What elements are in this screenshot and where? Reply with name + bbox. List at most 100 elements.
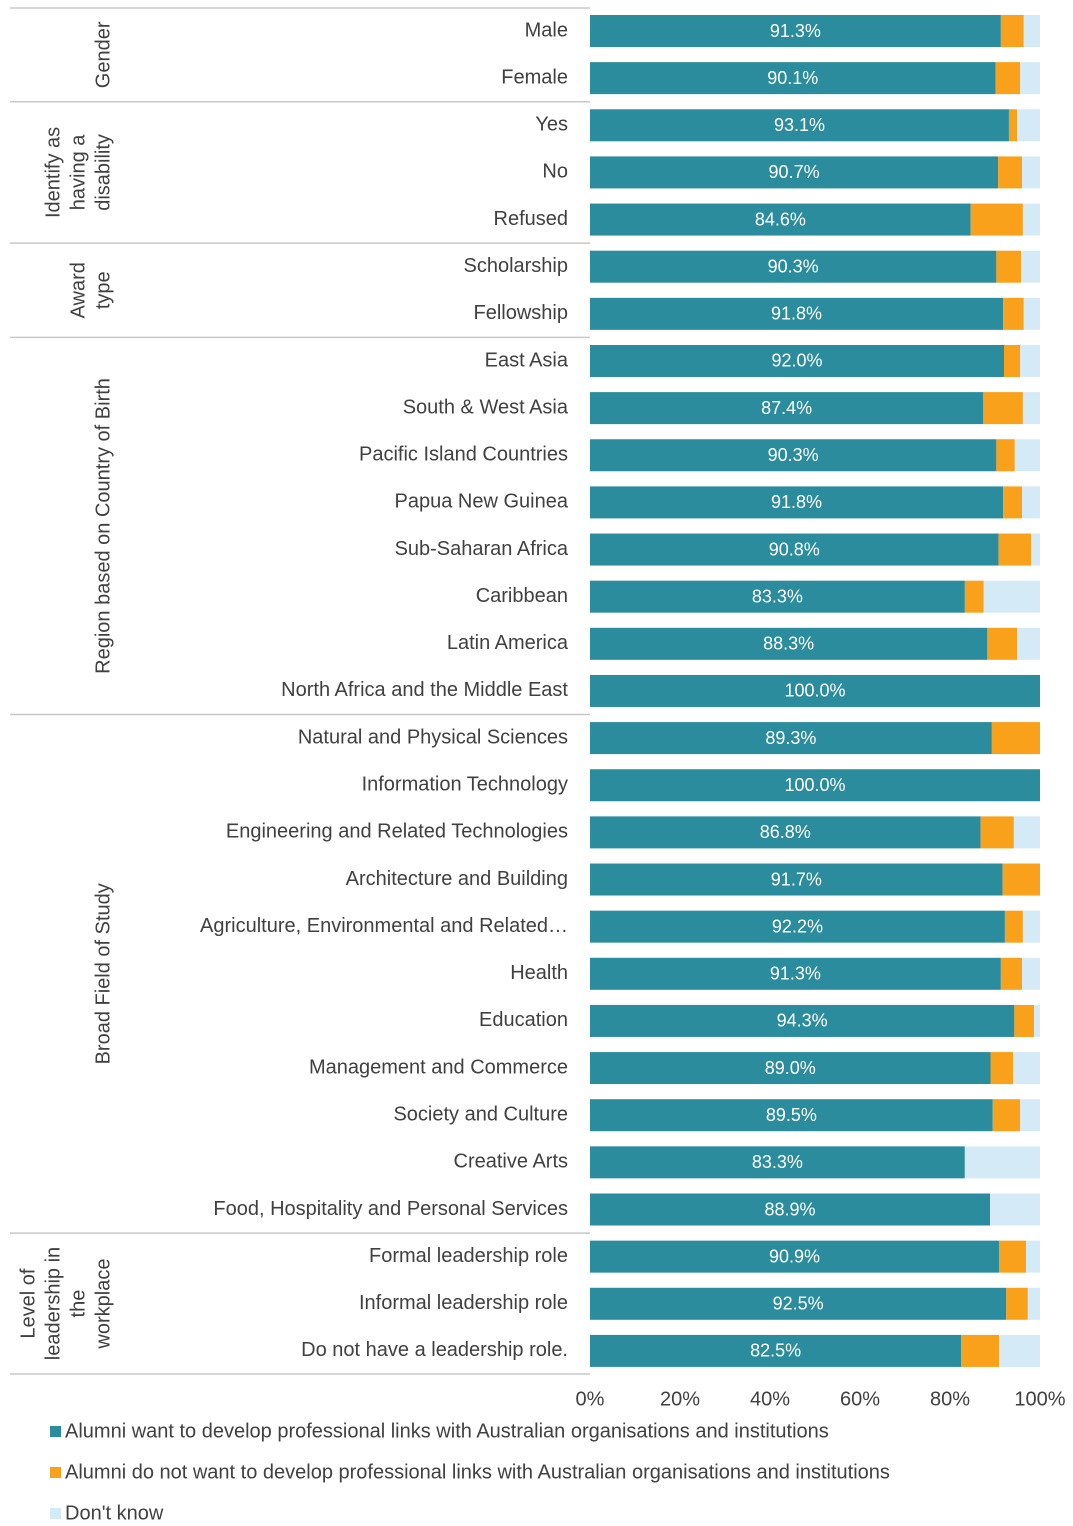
bar-segment bbox=[590, 674, 1040, 707]
category-label: Agriculture, Environmental and Related… bbox=[200, 915, 568, 937]
value-label: 83.3% bbox=[752, 1152, 803, 1172]
group-label: the bbox=[67, 1290, 89, 1318]
value-label: 90.9% bbox=[769, 1246, 820, 1266]
value-label: 90.8% bbox=[769, 539, 820, 559]
bar-segment bbox=[980, 816, 1014, 849]
bar-segment bbox=[996, 250, 1022, 283]
category-label: Architecture and Building bbox=[346, 868, 568, 890]
category-label: Male bbox=[525, 19, 568, 41]
bar-segment bbox=[590, 486, 1004, 519]
group-label: disability bbox=[92, 134, 114, 211]
legend-swatch bbox=[50, 1426, 61, 1437]
bar-segment bbox=[590, 816, 981, 849]
bar-segment bbox=[590, 297, 1004, 330]
value-label: 92.5% bbox=[773, 1294, 824, 1314]
value-label: 91.8% bbox=[771, 492, 822, 512]
bar-segment bbox=[999, 1240, 1027, 1273]
legend-label: Alumni do not want to develop profession… bbox=[65, 1461, 890, 1483]
bar-segment bbox=[1014, 439, 1040, 472]
bar-segment bbox=[983, 580, 1040, 613]
value-label: 89.5% bbox=[766, 1105, 817, 1125]
group-label: workplace bbox=[92, 1259, 114, 1350]
bar-segment bbox=[590, 344, 1004, 377]
bar-segment bbox=[1023, 15, 1040, 47]
bar-segment bbox=[590, 1193, 991, 1226]
bar-segment bbox=[1003, 297, 1024, 330]
category-label: East Asia bbox=[485, 349, 569, 371]
category-label: Informal leadership role bbox=[359, 1292, 568, 1314]
bar-segment bbox=[992, 1099, 1021, 1132]
bar-segment bbox=[1022, 957, 1040, 990]
x-tick-label: 80% bbox=[930, 1388, 970, 1410]
bar-segment bbox=[590, 722, 992, 755]
bar-segment bbox=[1020, 344, 1040, 377]
bar-segment bbox=[964, 580, 984, 613]
bar-segment bbox=[1008, 109, 1018, 142]
value-label: 89.0% bbox=[765, 1058, 816, 1078]
bar-segment bbox=[590, 439, 997, 472]
bar-segment bbox=[990, 1193, 1040, 1226]
value-label: 100.0% bbox=[784, 681, 845, 701]
bar-segment bbox=[996, 439, 1015, 472]
bar-segment bbox=[983, 392, 1023, 425]
value-label: 86.8% bbox=[760, 822, 811, 842]
category-label: Latin America bbox=[447, 632, 569, 654]
value-label: 89.3% bbox=[765, 728, 816, 748]
bar-segment bbox=[590, 1334, 962, 1367]
value-label: 93.1% bbox=[774, 115, 825, 135]
category-label: Caribbean bbox=[476, 585, 568, 607]
bar-segment bbox=[964, 1146, 1040, 1179]
category-label: Society and Culture bbox=[393, 1104, 568, 1126]
group-label: Region based on Country of Birth bbox=[92, 378, 114, 674]
value-label: 91.7% bbox=[771, 869, 822, 889]
category-label: Food, Hospitality and Personal Services bbox=[213, 1198, 568, 1220]
category-label: Formal leadership role bbox=[369, 1245, 568, 1267]
group-label: leadership in bbox=[42, 1247, 64, 1360]
bar-segment bbox=[590, 1052, 991, 1085]
bar-segment bbox=[590, 627, 988, 660]
category-label: Education bbox=[479, 1009, 568, 1031]
group-label: Broad Field of Study bbox=[92, 883, 114, 1064]
bar-segment bbox=[1020, 62, 1040, 95]
bar-segment bbox=[987, 627, 1018, 660]
bar-segment bbox=[590, 250, 997, 283]
bar-segment bbox=[1013, 1052, 1040, 1085]
group-label: Level of bbox=[17, 1268, 39, 1338]
category-label: North Africa and the Middle East bbox=[281, 679, 568, 701]
value-label: 94.3% bbox=[777, 1011, 828, 1031]
group-label: Gender bbox=[92, 21, 114, 88]
bar-segment bbox=[990, 1052, 1013, 1085]
bar-segment bbox=[1022, 392, 1040, 425]
bar-segment bbox=[1014, 1004, 1035, 1037]
legend-swatch bbox=[50, 1508, 61, 1519]
bar-segment bbox=[1000, 15, 1024, 47]
value-label: 90.1% bbox=[767, 68, 818, 88]
bar-segment bbox=[590, 533, 999, 566]
bar-segment bbox=[1004, 344, 1021, 377]
bar-segment bbox=[1022, 156, 1040, 189]
bar-segment bbox=[1006, 1287, 1028, 1320]
category-label: Fellowship bbox=[474, 302, 568, 324]
bar-segment bbox=[1027, 1287, 1040, 1320]
bar-segment bbox=[1026, 1240, 1040, 1273]
value-label: 82.5% bbox=[750, 1341, 801, 1361]
value-label: 91.3% bbox=[770, 964, 821, 984]
group-label: type bbox=[92, 271, 114, 309]
value-label: 83.3% bbox=[752, 586, 803, 606]
bar-segment bbox=[999, 1334, 1040, 1367]
x-tick-label: 0% bbox=[576, 1388, 605, 1410]
value-label: 91.8% bbox=[771, 304, 822, 324]
bar-segment bbox=[970, 203, 1023, 236]
category-label: Management and Commerce bbox=[309, 1056, 568, 1078]
category-label: Information Technology bbox=[362, 774, 568, 796]
x-tick-label: 60% bbox=[840, 1388, 880, 1410]
value-label: 88.3% bbox=[763, 634, 814, 654]
bar-segment bbox=[590, 203, 971, 236]
legend-label: Don't know bbox=[65, 1502, 164, 1524]
value-label: 87.4% bbox=[761, 398, 812, 418]
legend-label: Alumni want to develop professional link… bbox=[65, 1420, 829, 1442]
bar-segment bbox=[1003, 486, 1022, 519]
bar-segment bbox=[590, 957, 1001, 990]
bar-segment bbox=[1021, 250, 1040, 283]
bar-segment bbox=[590, 580, 965, 613]
